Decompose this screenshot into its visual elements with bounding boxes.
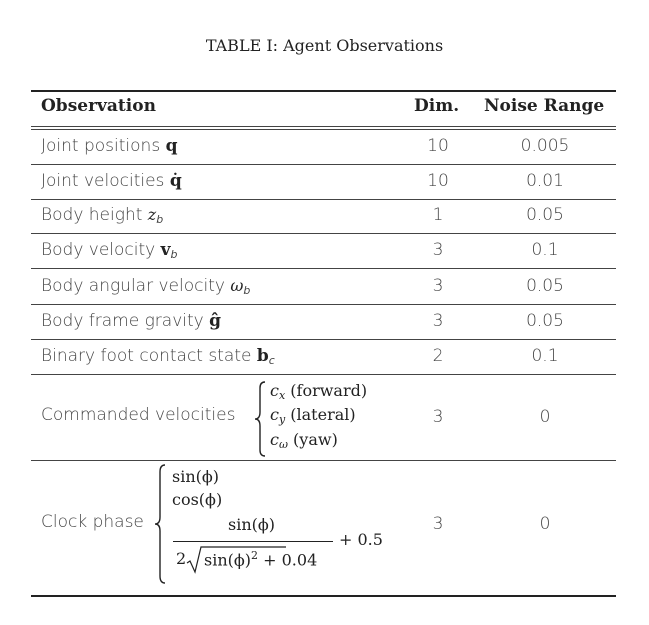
radicand-exponent: 2 <box>251 549 259 562</box>
command-text: (lateral) <box>290 405 356 424</box>
table-caption: TABLE I: Agent Observations <box>205 36 444 55</box>
bottom-rule <box>31 595 616 597</box>
sqrt-icon <box>186 546 286 574</box>
row-dim: 2 <box>432 346 444 366</box>
radicand-text: sin(ϕ) <box>204 550 252 570</box>
row-dim: 3 <box>432 311 444 331</box>
row-label: Joint positions q <box>41 136 177 156</box>
row-label: Body velocity vb <box>41 240 178 261</box>
row-label: Body frame gravity ĝ <box>41 311 221 331</box>
row-label: Binary foot contact state bc <box>41 346 275 367</box>
command-symbol: c <box>270 430 279 449</box>
row-label: Commanded velocities <box>41 405 236 425</box>
row-dim: 3 <box>432 514 444 534</box>
row-symbol: ω <box>230 276 244 295</box>
row-symbol-sub: b <box>170 248 178 261</box>
row-divider <box>31 339 616 340</box>
header-observation: Observation <box>41 96 156 116</box>
header-dim: Dim. <box>414 96 460 116</box>
left-brace-icon <box>254 381 266 457</box>
command-symbol-sub: y <box>278 413 286 426</box>
row-noise: 0.01 <box>526 171 564 191</box>
row-noise: 0.005 <box>520 136 570 156</box>
denominator-coefficient: 2 <box>176 549 187 568</box>
row-symbol: v <box>160 240 171 260</box>
row-divider <box>31 268 616 269</box>
clock-radicand: sin(ϕ)2 + 0.04 <box>204 549 317 569</box>
row-symbol: ĝ <box>209 311 222 331</box>
header-noise-range: Noise Range <box>484 96 605 116</box>
row-dim: 10 <box>427 171 449 191</box>
row-label: Body angular velocity ωb <box>41 276 250 297</box>
row-divider <box>31 233 616 234</box>
row-noise: 0.05 <box>526 205 564 225</box>
row-divider <box>31 304 616 305</box>
row-noise: 0.05 <box>526 311 564 331</box>
row-label: Clock phase <box>41 512 144 532</box>
row-label-text: Body angular velocity <box>41 276 225 296</box>
row-symbol-sub: c <box>268 354 275 367</box>
row-symbol: q̇ <box>169 171 182 191</box>
row-dim: 1 <box>432 205 444 225</box>
row-dim: 3 <box>432 407 444 427</box>
row-label: Body height zb <box>41 205 163 226</box>
row-divider <box>31 164 616 165</box>
row-dim: 3 <box>432 276 444 296</box>
top-rule <box>31 90 616 92</box>
command-line: cω (yaw) <box>270 430 338 451</box>
row-noise: 0.1 <box>531 240 559 260</box>
row-label-text: Joint velocities <box>41 171 165 191</box>
row-noise: 0 <box>539 407 551 427</box>
row-divider <box>31 460 616 461</box>
header-rule-1 <box>31 126 616 127</box>
row-noise: 0.05 <box>526 276 564 296</box>
clock-plus-term: + 0.5 <box>339 530 383 549</box>
command-symbol: c <box>270 381 279 400</box>
clock-line-sin: sin(ϕ) <box>172 467 220 486</box>
clock-denominator: 2 <box>176 549 186 568</box>
fraction-bar <box>173 541 333 542</box>
command-symbol-sub: x <box>278 389 286 402</box>
row-symbol: z <box>147 205 157 224</box>
row-label-text: Body frame gravity <box>41 311 204 331</box>
row-dim: 3 <box>432 240 444 260</box>
command-line: cx (forward) <box>270 381 367 402</box>
row-dim: 10 <box>427 136 449 156</box>
clock-numerator: sin(ϕ) <box>228 515 276 534</box>
left-brace-icon <box>154 464 166 584</box>
row-divider <box>31 374 616 375</box>
command-text: (yaw) <box>293 430 338 449</box>
command-symbol: c <box>270 405 279 424</box>
row-label: Joint velocities q̇ <box>41 171 182 191</box>
row-label-text: Body height <box>41 205 143 225</box>
row-noise: 0.1 <box>531 346 559 366</box>
row-noise: 0 <box>539 514 551 534</box>
header-rule-2 <box>31 129 616 130</box>
row-symbol-sub: b <box>243 284 251 297</box>
row-label-text: Joint positions <box>41 136 161 156</box>
command-line: cy (lateral) <box>270 405 356 426</box>
row-symbol: b <box>256 346 269 366</box>
radicand-add: + 0.04 <box>263 550 318 570</box>
command-symbol-sub: ω <box>278 438 288 451</box>
row-label-text: Body velocity <box>41 240 156 260</box>
row-symbol-sub: b <box>156 213 164 226</box>
command-text: (forward) <box>290 381 368 400</box>
row-divider <box>31 199 616 200</box>
clock-line-cos: cos(ϕ) <box>172 490 223 509</box>
row-label-text: Binary foot contact state <box>41 346 252 366</box>
row-symbol: q <box>165 136 178 156</box>
